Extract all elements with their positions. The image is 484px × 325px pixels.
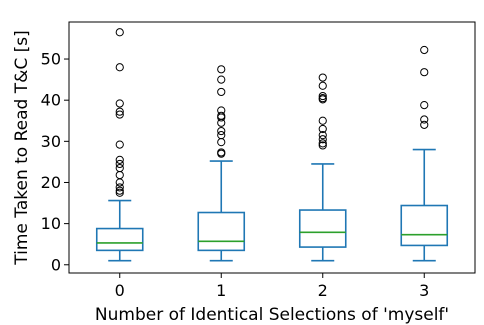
outlier-point (217, 131, 226, 140)
y-tick-label: 30 (41, 132, 61, 151)
outlier-point (115, 186, 124, 195)
outlier-point (217, 111, 226, 120)
outlier-point (318, 73, 327, 82)
box-group-0 (95, 28, 144, 262)
outlier-point (318, 141, 327, 150)
outlier-point (217, 126, 226, 136)
outlier-point (115, 99, 124, 108)
outlier-point (115, 183, 124, 192)
outlier-point (115, 28, 124, 37)
outlier-point (318, 135, 327, 144)
box-iqr (400, 204, 449, 247)
outlier-point (318, 139, 327, 148)
outlier-point (115, 107, 124, 116)
y-axis-label: Time Taken to Read T&C [s] (12, 30, 32, 266)
x-tick-label: 0 (115, 281, 125, 300)
box-group-3 (400, 45, 449, 262)
box-iqr (197, 211, 246, 252)
outlier-point (217, 65, 226, 74)
outlier-point (217, 87, 226, 97)
outlier-point (420, 101, 429, 110)
box-group-1 (197, 65, 246, 262)
box-series (95, 28, 449, 262)
outlier-point (115, 63, 124, 72)
outlier-point (217, 106, 226, 115)
outlier-point (318, 131, 327, 140)
outlier-point (115, 159, 124, 169)
outlier-point (115, 110, 124, 119)
outlier-point (115, 155, 124, 164)
box-group-2 (298, 73, 347, 262)
outlier-point (217, 75, 226, 84)
plot-frame (68, 21, 476, 274)
outlier-point (420, 120, 429, 129)
outlier-point (217, 138, 226, 147)
x-tick-label: 2 (318, 281, 328, 300)
outlier-point (318, 81, 327, 90)
outlier-point (115, 188, 124, 197)
outlier-point (420, 115, 429, 124)
outlier-point (318, 124, 327, 134)
plot-area (68, 21, 476, 274)
box-iqr (95, 227, 144, 252)
y-tick-label: 10 (41, 214, 61, 233)
outlier-point (115, 140, 124, 149)
outlier-point (318, 116, 327, 125)
x-axis: 0 1 2 3 (115, 273, 429, 300)
outlier-point (318, 94, 327, 103)
outlier-point (318, 91, 327, 101)
outlier-point (217, 148, 226, 157)
y-tick-label: 0 (51, 255, 61, 274)
y-axis: 0 10 20 30 40 50 (41, 50, 69, 274)
x-tick-label: 3 (419, 281, 429, 300)
outlier-point (115, 178, 124, 187)
y-tick-label: 50 (41, 50, 61, 69)
outlier-point (115, 163, 124, 173)
y-tick-label: 40 (41, 91, 61, 110)
outlier-point (420, 45, 429, 55)
outlier-point (217, 113, 226, 122)
x-axis-label: Number of Identical Selections of 'mysel… (95, 305, 449, 325)
outlier-point (115, 170, 124, 180)
y-tick-label: 20 (41, 173, 61, 192)
box-iqr (298, 209, 347, 248)
outlier-point (420, 68, 429, 77)
x-tick-label: 1 (216, 281, 226, 300)
